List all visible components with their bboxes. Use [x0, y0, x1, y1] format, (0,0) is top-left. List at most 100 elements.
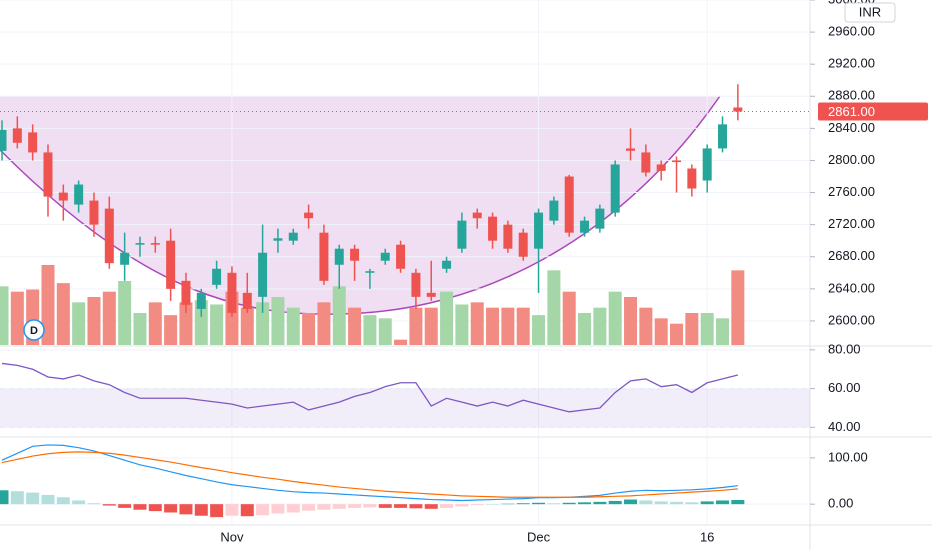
y-tick-label: 40.00	[828, 419, 861, 434]
volume-bar	[639, 307, 653, 345]
candle-body	[227, 272, 237, 313]
volume-bar	[578, 313, 592, 345]
candle-body	[610, 164, 620, 213]
candle-body	[135, 243, 145, 245]
candle-body	[549, 200, 559, 221]
candle-body	[426, 292, 436, 297]
volume-bar	[56, 283, 70, 345]
candle-body	[518, 232, 528, 257]
macd-histogram-bar	[394, 504, 408, 508]
volume-bar	[118, 281, 132, 345]
volume-bar	[424, 307, 438, 345]
macd-histogram-bar	[547, 503, 561, 505]
volume-bar	[41, 265, 55, 345]
volume-bar	[271, 297, 285, 345]
macd-histogram-bar	[424, 504, 438, 509]
last-price-badge	[818, 102, 928, 121]
macd-histogram-bar	[179, 504, 193, 515]
y-tick-label: 2840.00	[828, 120, 875, 135]
macd-histogram-bar	[102, 504, 116, 506]
candle-body	[258, 252, 268, 297]
candle-body	[288, 232, 298, 241]
macd-line	[1, 451, 738, 498]
candle-body	[365, 271, 375, 273]
volume-bar	[164, 315, 178, 345]
volume-bar	[240, 307, 254, 345]
candle-body	[472, 212, 482, 219]
last-price-label: 2861.00	[828, 104, 875, 119]
candle-body	[181, 280, 191, 305]
volume-bar	[87, 297, 101, 345]
y-tick-label: 2640.00	[828, 280, 875, 295]
macd-histogram-bar	[670, 501, 684, 505]
macd-histogram-bar	[118, 504, 132, 508]
volume-bar	[148, 302, 162, 345]
macd-histogram-bar	[455, 504, 469, 507]
candle-body	[196, 292, 206, 309]
y-tick-label: 2760.00	[828, 184, 875, 199]
interval-button[interactable]	[23, 319, 45, 341]
y-tick-label: 100.00	[828, 449, 868, 464]
macd-histogram-bar	[624, 499, 638, 505]
macd-histogram-bar	[148, 504, 162, 512]
macd-histogram-bar	[654, 501, 668, 505]
candle-body	[442, 260, 452, 269]
candle-body	[564, 176, 574, 233]
x-tick-label: 16	[700, 529, 714, 544]
currency-box[interactable]	[844, 2, 896, 23]
macd-histogram-bar	[486, 504, 500, 505]
candle-body	[580, 220, 590, 233]
candle-body	[380, 252, 390, 261]
volume-bar	[685, 313, 699, 345]
macd-histogram-bar	[470, 504, 484, 506]
volume-bar	[700, 313, 714, 345]
candle-body	[641, 152, 651, 173]
candle-body	[595, 208, 605, 229]
cup-pattern-area	[0, 96, 720, 315]
macd-histogram-bar	[302, 504, 316, 511]
macd-histogram-bar	[26, 492, 40, 505]
macd-histogram-bar	[685, 502, 699, 505]
candle-body	[120, 252, 130, 265]
macd-histogram-bar	[363, 504, 377, 508]
volume-bar	[624, 297, 638, 345]
y-tick-label: 2880.00	[828, 88, 875, 103]
candle-body	[656, 164, 666, 171]
macd-histogram-bar	[240, 504, 254, 517]
volume-bar	[455, 304, 469, 345]
candle-body	[166, 240, 176, 289]
candle-body	[503, 224, 513, 249]
candle-body	[12, 128, 22, 143]
candle-body	[273, 238, 283, 241]
volume-bar	[332, 286, 346, 345]
macd-histogram-bar	[271, 504, 285, 514]
candle-body	[89, 200, 99, 225]
volume-bar	[194, 300, 208, 345]
candle-body	[104, 208, 114, 264]
currency[interactable]: INR	[859, 4, 881, 19]
candle-body	[242, 292, 252, 309]
candle-body	[150, 243, 160, 245]
macd-histogram-bar	[593, 501, 607, 505]
candle-body	[488, 216, 498, 241]
volume-bar	[547, 270, 561, 345]
macd-histogram-bar	[516, 503, 530, 505]
y-tick-label: 2960.00	[828, 24, 875, 39]
candle-body	[733, 107, 743, 112]
candle-body	[319, 232, 329, 281]
volume-bar	[440, 291, 454, 345]
macd-histogram-bar	[440, 504, 454, 508]
macd-histogram-bar	[348, 504, 362, 508]
volume-bar	[0, 286, 9, 345]
volume-bar	[302, 313, 316, 345]
candle-body	[0, 129, 7, 151]
macd-histogram-bar	[332, 504, 346, 509]
interval[interactable]: D	[30, 325, 38, 337]
volume-bar	[102, 291, 116, 345]
candle-body	[304, 212, 314, 219]
macd-histogram-bar	[56, 497, 70, 505]
macd-histogram-bar	[41, 494, 55, 505]
volume-bar	[10, 291, 24, 345]
volume-bar	[608, 291, 622, 345]
